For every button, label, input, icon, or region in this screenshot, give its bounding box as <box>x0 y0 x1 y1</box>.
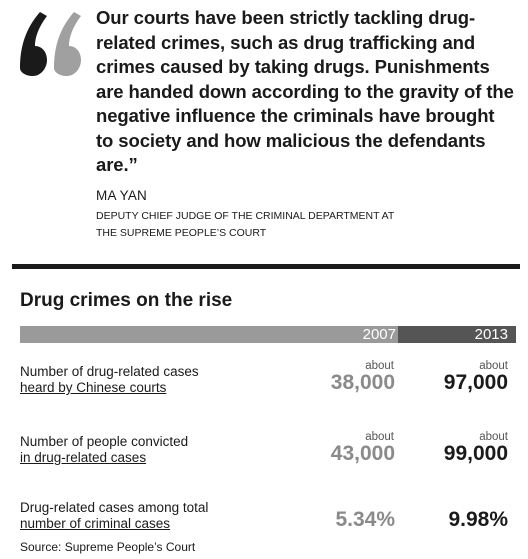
row-label: Drug-related cases among total number of… <box>20 500 260 532</box>
column-header-2013-background <box>398 326 516 343</box>
column-header-2013: 2013 <box>474 326 508 343</box>
quote-text: Our courts have been strictly tackling d… <box>96 7 514 175</box>
table-title: Drug crimes on the rise <box>20 290 233 311</box>
about-label-2013: about <box>479 431 508 443</box>
table-header-bar <box>20 326 516 343</box>
speaker-name: MA YAN <box>96 188 147 203</box>
row-label-line-2: in drug-related cases <box>20 450 147 465</box>
value-2007: 5.34% <box>335 508 395 531</box>
value-2013: 9.98% <box>448 508 508 531</box>
about-label-2007: about <box>365 360 394 372</box>
value-2007: 38,000 <box>330 371 395 394</box>
speaker-title-line-1: DEPUTY CHIEF JUDGE OF THE CRIMINAL DEPAR… <box>96 210 395 222</box>
row-label-line-2: heard by Chinese courts <box>20 380 167 395</box>
about-label-2007: about <box>365 431 394 443</box>
section-divider <box>12 264 520 269</box>
speaker-title-line-2: THE SUPREME PEOPLE’S COURT <box>96 226 267 239</box>
row-label-line-1: Drug-related cases among total <box>20 500 209 515</box>
row-label-line-1: Number of people convicted <box>20 434 189 449</box>
speaker-title: DEPUTY CHIEF JUDGE OF THE CRIMINAL DEPAR… <box>96 208 426 241</box>
value-2007: 43,000 <box>330 442 395 465</box>
row-label-line-1: Number of drug-related cases <box>20 364 199 379</box>
value-2013: 97,000 <box>443 371 508 394</box>
column-header-2007: 2007 <box>362 326 396 343</box>
row-label: Number of people convicted in drug-relat… <box>20 434 260 466</box>
row-label-line-2: number of criminal cases <box>20 516 171 531</box>
about-label-2013: about <box>479 360 508 372</box>
value-2013: 99,000 <box>443 442 508 465</box>
quotation-mark-icon <box>20 12 81 76</box>
row-label: Number of drug-related cases heard by Ch… <box>20 364 260 396</box>
source-note: Source: Supreme People’s Court <box>20 540 196 554</box>
